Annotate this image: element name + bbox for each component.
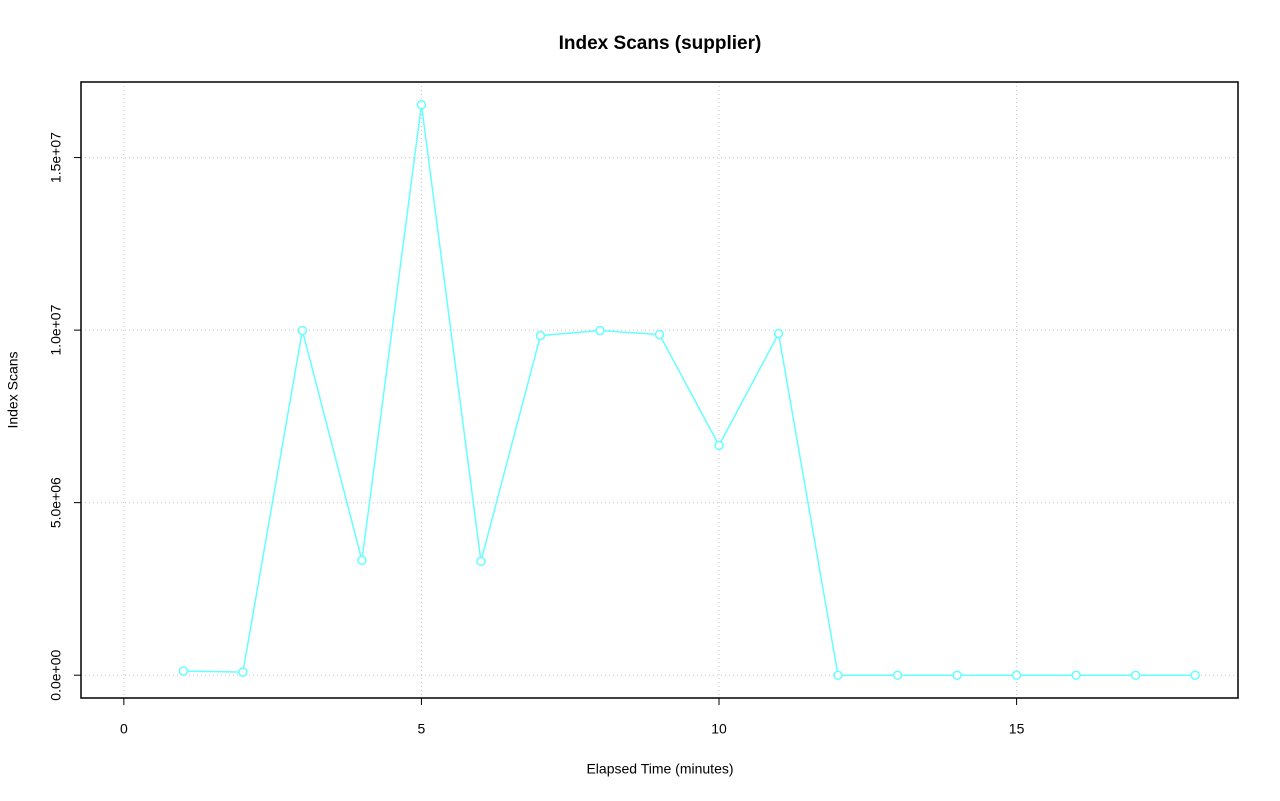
point	[416, 100, 427, 110]
point	[595, 325, 605, 336]
x-tick-label: 5	[418, 721, 426, 737]
y-axis-label: Index Scans	[5, 351, 21, 428]
point	[357, 555, 367, 566]
point	[1011, 670, 1022, 680]
point	[1071, 670, 1081, 680]
y-tick-label: 1.5e+07	[48, 132, 64, 183]
x-tick-label: 10	[711, 721, 727, 737]
point	[833, 670, 843, 680]
point	[773, 328, 784, 339]
point	[297, 325, 308, 336]
line	[183, 104, 1196, 676]
point	[892, 670, 903, 680]
point	[952, 670, 962, 680]
point	[1190, 670, 1200, 680]
point	[1130, 670, 1141, 680]
x-tick-label: 15	[1009, 721, 1025, 737]
y-tick-label: 1.0e+07	[48, 304, 64, 355]
point	[238, 667, 248, 677]
point	[178, 666, 189, 676]
point	[714, 440, 724, 451]
x-axis-label: Elapsed Time (minutes)	[586, 761, 733, 777]
plot-frame	[80, 81, 1239, 699]
point	[654, 329, 665, 340]
x-tick-label: 0	[120, 721, 128, 737]
chart-title: Index Scans (supplier)	[559, 33, 762, 54]
point	[476, 556, 486, 567]
y-tick-label: 0.0e+00	[48, 649, 64, 700]
point	[535, 330, 546, 341]
y-tick-label: 5.0e+06	[48, 477, 64, 528]
